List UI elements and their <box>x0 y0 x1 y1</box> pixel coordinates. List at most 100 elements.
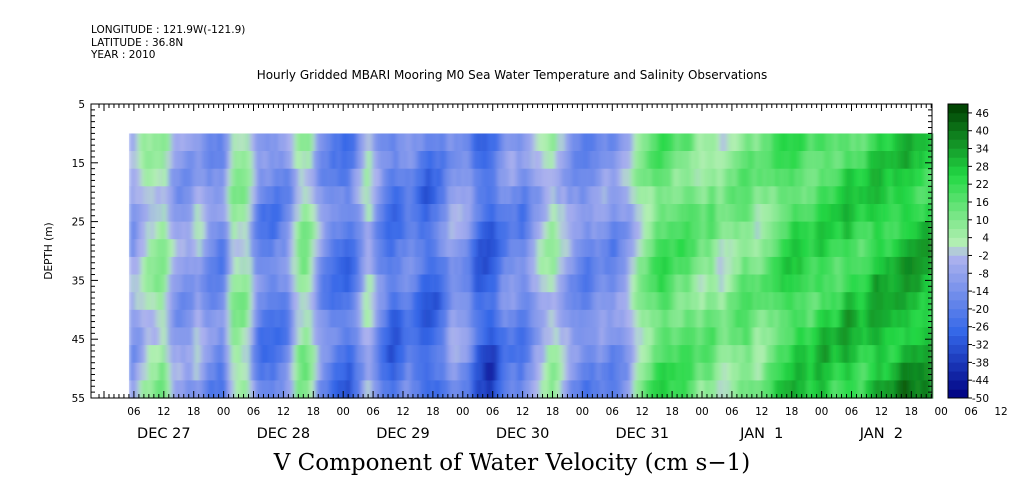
heatmap-cell <box>803 256 808 276</box>
heatmap-cell <box>521 186 526 205</box>
heatmap-cell <box>200 345 205 364</box>
heatmap-cell <box>359 256 364 276</box>
heatmap-cell <box>782 168 787 187</box>
heatmap-cell <box>500 221 505 240</box>
heatmap-cell <box>668 345 673 364</box>
heatmap-cell <box>905 256 910 276</box>
heatmap-cell <box>227 239 232 258</box>
heatmap-cell <box>287 309 292 329</box>
heatmap-cell <box>512 274 517 293</box>
heatmap-cell <box>608 239 613 258</box>
heatmap-cell <box>221 327 226 346</box>
heatmap-cell <box>224 151 229 170</box>
heatmap-cell <box>854 239 859 258</box>
heatmap-cell <box>365 168 370 187</box>
heatmap-cell <box>302 168 307 187</box>
heatmap-cell <box>302 292 307 311</box>
heatmap-cell <box>788 256 793 276</box>
heatmap-cell <box>359 204 364 223</box>
heatmap-cell <box>923 133 928 152</box>
heatmap-cell <box>665 168 670 187</box>
heatmap-cell <box>593 380 598 399</box>
heatmap-cell <box>311 345 316 364</box>
heatmap-cell <box>254 362 259 381</box>
heatmap-cell <box>551 221 556 240</box>
heatmap-cell <box>560 133 565 152</box>
heatmap-cell <box>371 327 376 346</box>
heatmap-cell <box>590 186 595 205</box>
heatmap-cell <box>659 292 664 311</box>
heatmap-cell <box>509 380 514 399</box>
heatmap-cell <box>200 380 205 399</box>
heatmap-cell <box>305 239 310 258</box>
heatmap-cell <box>302 309 307 329</box>
heatmap-cell <box>605 327 610 346</box>
heatmap-cell <box>557 168 562 187</box>
heatmap-cell <box>464 168 469 187</box>
heatmap-cell <box>500 151 505 170</box>
heatmap-cell <box>284 309 289 329</box>
heatmap-cell <box>593 327 598 346</box>
heatmap-cell <box>323 345 328 364</box>
heatmap-cell <box>551 204 556 223</box>
heatmap-cell <box>896 380 901 399</box>
heatmap-cell <box>695 309 700 329</box>
heatmap-cell <box>512 362 517 381</box>
heatmap-cell <box>560 221 565 240</box>
heatmap-cell <box>578 221 583 240</box>
heatmap-cell <box>824 256 829 276</box>
heatmap-cell <box>761 362 766 381</box>
heatmap-cell <box>500 274 505 293</box>
heatmap-cell <box>317 309 322 329</box>
heatmap-cell <box>806 133 811 152</box>
heatmap-cell <box>449 239 454 258</box>
heatmap-cell <box>635 221 640 240</box>
heatmap-cell <box>248 256 253 276</box>
heatmap-cell <box>623 380 628 399</box>
heatmap-cell <box>677 327 682 346</box>
heatmap-cell <box>542 380 547 399</box>
heatmap-cell <box>662 221 667 240</box>
heatmap-cell <box>905 168 910 187</box>
heatmap-cell <box>386 221 391 240</box>
heatmap-cell <box>722 309 727 329</box>
heatmap-cell <box>653 327 658 346</box>
heatmap-cell <box>779 362 784 381</box>
heatmap-cell <box>398 204 403 223</box>
heatmap-cell <box>620 168 625 187</box>
heatmap-cell <box>275 345 280 364</box>
heatmap-cell <box>287 292 292 311</box>
heatmap-cell <box>611 186 616 205</box>
heatmap-cell <box>473 239 478 258</box>
heatmap-cell <box>182 345 187 364</box>
y-axis-label: DEPTH (m) <box>43 222 55 279</box>
heatmap-cell <box>227 380 232 399</box>
heatmap-cell <box>395 380 400 399</box>
heatmap-cell <box>332 274 337 293</box>
heatmap-cell <box>410 204 415 223</box>
x-hour-label: 06 <box>725 406 739 418</box>
heatmap-cell <box>794 345 799 364</box>
heatmap-cell <box>266 327 271 346</box>
heatmap-cell <box>509 345 514 364</box>
heatmap-cell <box>212 345 217 364</box>
heatmap-cell <box>443 345 448 364</box>
heatmap-cell <box>701 168 706 187</box>
heatmap-cell <box>383 362 388 381</box>
heatmap-cell <box>479 133 484 152</box>
heatmap-cell <box>200 186 205 205</box>
heatmap-cell <box>629 256 634 276</box>
heatmap-cell <box>596 292 601 311</box>
heatmap-cell <box>725 256 730 276</box>
heatmap-cell <box>158 274 163 293</box>
heatmap-cell <box>599 380 604 399</box>
heatmap-cell <box>389 151 394 170</box>
heatmap-cell <box>608 274 613 293</box>
heatmap-cell <box>479 309 484 329</box>
heatmap-cell <box>461 239 466 258</box>
heatmap-cell <box>902 380 907 399</box>
heatmap-cell <box>311 151 316 170</box>
heatmap-cell <box>245 309 250 329</box>
heatmap-cell <box>299 380 304 399</box>
heatmap-cell <box>776 309 781 329</box>
